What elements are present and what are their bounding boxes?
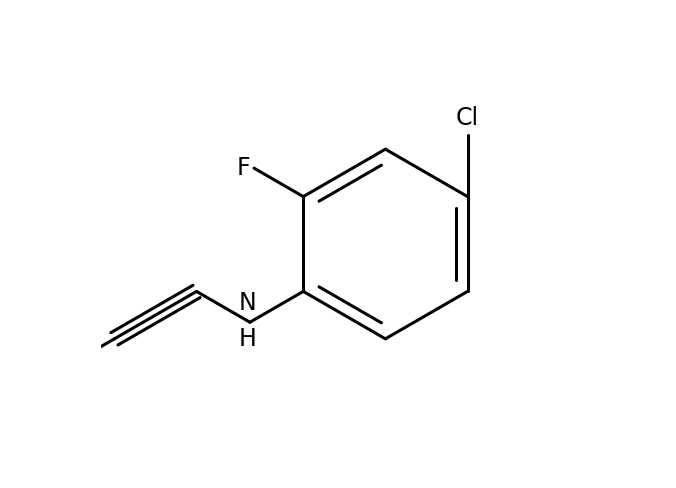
Text: N: N xyxy=(239,291,256,315)
Text: H: H xyxy=(239,327,256,351)
Text: Cl: Cl xyxy=(456,106,479,130)
Text: F: F xyxy=(237,156,250,180)
